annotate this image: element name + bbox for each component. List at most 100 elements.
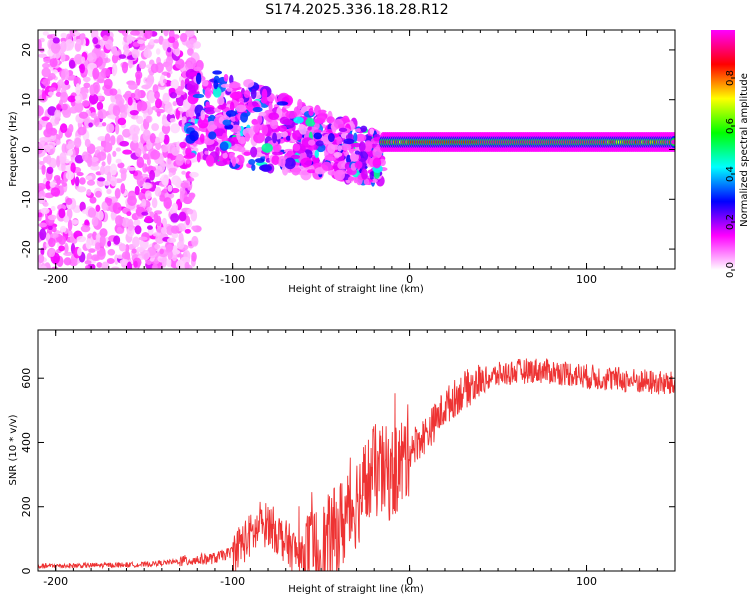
spectrogram-cell bbox=[185, 108, 195, 119]
spectrogram-cell bbox=[244, 132, 251, 142]
spectrogram-cell bbox=[48, 248, 56, 258]
spectrogram-cell bbox=[71, 219, 79, 225]
snr-y-label: SNR (10 * v/v) bbox=[8, 414, 19, 485]
spectrogram-cell bbox=[172, 245, 178, 256]
spectrogram-cell bbox=[175, 58, 185, 69]
spectrogram-cell bbox=[250, 146, 258, 158]
spectrogram-cell bbox=[47, 214, 57, 221]
spectrogram-x-ticks: -200 -100 0 100 bbox=[37, 30, 676, 286]
snr-marks bbox=[38, 358, 675, 571]
spectrogram-cell bbox=[67, 219, 73, 231]
spectrogram-cell bbox=[55, 91, 62, 97]
spectrogram-cell bbox=[86, 189, 92, 196]
spectrogram-cell bbox=[300, 157, 313, 168]
spectrogram-cell bbox=[116, 226, 124, 234]
spectrogram-cell bbox=[217, 96, 225, 106]
spectrogram-cell bbox=[155, 98, 163, 109]
spectrogram-cell bbox=[65, 164, 73, 173]
spectrogram-cell bbox=[204, 150, 209, 155]
spectrogram-cell bbox=[202, 79, 209, 87]
spectrogram-cell bbox=[51, 69, 58, 75]
spectrogram-cell bbox=[95, 190, 102, 198]
spectrogram-cell bbox=[186, 208, 194, 215]
colorbar: 0.0 0.2 0.4 0.6 0.8 Normalized spectral ampl… bbox=[711, 30, 750, 278]
spectrogram-cell bbox=[212, 70, 223, 75]
spectrogram-cell bbox=[135, 73, 141, 86]
spectrogram-cell bbox=[217, 155, 224, 161]
x-tick-label: 0 bbox=[406, 273, 413, 286]
spectrogram-cell bbox=[67, 95, 76, 103]
spectrogram-cell bbox=[38, 123, 43, 131]
spectrogram-cell bbox=[251, 118, 259, 126]
y-tick-label: 0 bbox=[20, 568, 33, 575]
spectrogram-cell bbox=[41, 116, 50, 121]
spectrogram-cell bbox=[79, 177, 86, 185]
spectrogram-cell bbox=[101, 261, 110, 269]
spectrogram-cell bbox=[84, 219, 90, 227]
spectrogram-cell bbox=[101, 161, 106, 167]
spectrogram-cell bbox=[96, 262, 103, 268]
spectrogram-cell bbox=[142, 129, 151, 142]
spectrogram-cell bbox=[121, 251, 131, 260]
spectrogram-cell bbox=[74, 95, 81, 101]
spectrogram-cell bbox=[48, 73, 56, 80]
spectrogram-cell bbox=[87, 207, 97, 218]
spectrogram-cell bbox=[64, 242, 69, 255]
spectrogram-cell bbox=[251, 163, 256, 172]
spectrogram-cell bbox=[126, 211, 132, 217]
spectrogram-cell bbox=[95, 242, 101, 250]
spectrogram-cell bbox=[196, 152, 201, 163]
spectrogram-cell bbox=[67, 149, 74, 156]
spectrogram-cell bbox=[63, 257, 72, 266]
colorbar-tick-label: 0.4 bbox=[725, 166, 736, 182]
spectrogram-cell bbox=[121, 61, 129, 74]
spectrogram-cell bbox=[74, 176, 80, 187]
spectrogram-cell bbox=[83, 82, 91, 89]
spectrogram-cell bbox=[185, 215, 191, 226]
spectrogram-cell bbox=[42, 78, 51, 87]
spectrogram-cell bbox=[172, 40, 179, 50]
spectrogram-cell bbox=[670, 139, 675, 145]
spectrogram-cell bbox=[76, 186, 87, 193]
spectrogram-cell bbox=[161, 255, 167, 268]
spectrogram-cell bbox=[172, 47, 180, 56]
spectrogram-cell bbox=[46, 146, 51, 153]
spectrogram-cell bbox=[84, 260, 92, 265]
spectrogram-cell bbox=[327, 132, 335, 143]
spectrogram-cell bbox=[169, 118, 176, 123]
spectrogram-cell bbox=[105, 68, 111, 77]
y-tick-label: 400 bbox=[20, 432, 33, 453]
spectrogram-cell bbox=[84, 138, 91, 148]
spectrogram-cell bbox=[190, 157, 199, 163]
spectrogram-cell bbox=[59, 225, 67, 233]
spectrogram-cell bbox=[88, 248, 96, 253]
spectrogram-cell bbox=[163, 134, 170, 145]
spectrogram-cell bbox=[144, 190, 152, 200]
spectrogram-cell bbox=[293, 116, 304, 124]
colorbar-label: Normalized spectral amplitude bbox=[739, 73, 750, 227]
spectrogram-cell bbox=[229, 152, 235, 160]
spectrogram-cell bbox=[159, 248, 165, 255]
spectrogram-cell bbox=[346, 154, 352, 165]
spectrogram-cell bbox=[66, 143, 75, 150]
spectrogram-cell bbox=[205, 155, 214, 165]
spectrogram-cell bbox=[51, 226, 57, 233]
spectrogram-cell bbox=[282, 118, 293, 125]
spectrogram-cell bbox=[62, 108, 72, 118]
x-tick-label: -100 bbox=[220, 575, 245, 588]
spectrogram-cell bbox=[251, 101, 258, 107]
spectrogram-cell bbox=[269, 119, 279, 130]
spectrogram-cell bbox=[217, 104, 227, 110]
spectrogram-cell bbox=[284, 157, 296, 170]
spectrogram-cell bbox=[119, 140, 130, 147]
spectrogram-cell bbox=[285, 110, 297, 119]
spectrogram-cell bbox=[107, 248, 116, 256]
spectrogram-cell bbox=[153, 39, 160, 44]
x-tick-label: -200 bbox=[43, 575, 68, 588]
spectrogram-cell bbox=[200, 109, 206, 121]
spectrogram-cell bbox=[74, 31, 81, 37]
spectrogram-cell bbox=[372, 157, 382, 169]
spectrogram-cell bbox=[148, 91, 156, 104]
spectrogram-cell bbox=[61, 182, 68, 187]
spectrogram-cell bbox=[154, 91, 160, 100]
